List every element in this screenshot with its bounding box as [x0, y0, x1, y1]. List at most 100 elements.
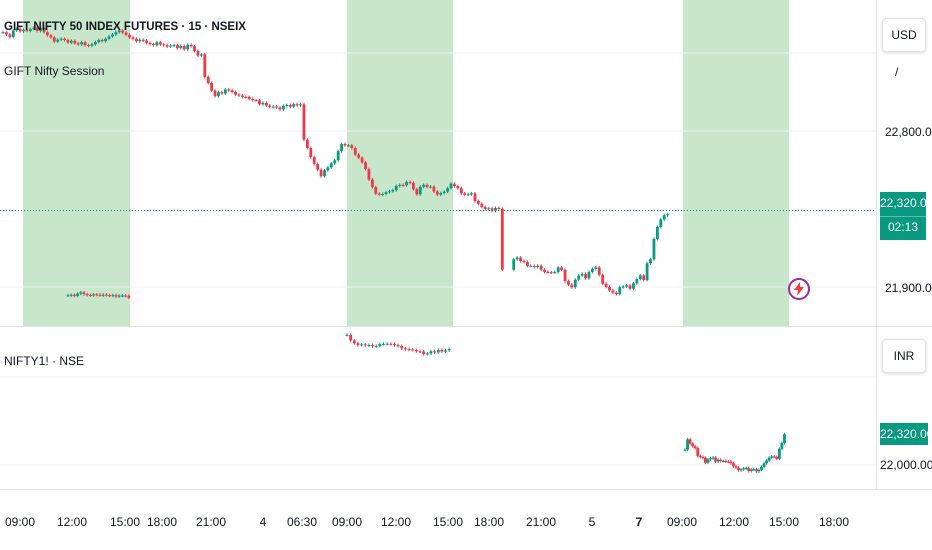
upper-currency-button[interactable]: USD [882, 18, 926, 52]
lower-currency-button[interactable]: INR [882, 339, 926, 373]
upper-candle [203, 54, 207, 77]
lower-pane-symbol-title[interactable]: NIFTY1! · NSE [4, 354, 85, 368]
upper-candle [429, 186, 432, 188]
upper-candle [659, 219, 663, 228]
time-axis-label: 12:00 [381, 515, 411, 529]
upper-candle [494, 207, 497, 211]
upper-candle [15, 28, 19, 31]
lower-candle [742, 468, 746, 470]
upper-candle [377, 193, 381, 195]
upper-candle [90, 44, 94, 46]
upper-candle [666, 214, 670, 216]
upper-candle [340, 143, 343, 152]
upper-candle [408, 181, 412, 183]
time-axis-label: 09:00 [667, 515, 697, 529]
lower-candle [696, 448, 700, 456]
upper-candle [288, 105, 292, 107]
upper-candle [601, 274, 605, 284]
upper-candle [73, 40, 77, 44]
alert-flash-icon[interactable] [788, 278, 810, 300]
upper-candle [394, 185, 398, 191]
upper-candle [196, 50, 200, 56]
upper-candle [608, 286, 611, 291]
upper-candle [28, 29, 32, 31]
lower-candle [698, 455, 702, 457]
upper-candle [466, 194, 470, 196]
upper-candle [384, 192, 388, 194]
upper-candle [563, 269, 567, 282]
lower-candle [757, 469, 761, 472]
upper-candle [480, 203, 484, 207]
lower-candle [360, 344, 363, 346]
lower-candle [755, 469, 758, 472]
lower-candle [396, 345, 400, 347]
upper-price-tick: 22,800.0 [885, 125, 932, 139]
upper-candle [87, 45, 90, 47]
upper-candle [625, 285, 628, 287]
lower-candle [772, 456, 776, 458]
lower-candle [111, 295, 115, 297]
upper-last-price: 22,320.0 [880, 196, 927, 210]
upper-candle [364, 162, 367, 170]
upper-pane-symbol-title[interactable]: GIFT NIFTY 50 INDEX FUTURES · 15 · NSEIX [4, 21, 246, 33]
lower-candle [693, 446, 697, 449]
upper-candle [121, 30, 125, 33]
lower-candle [382, 343, 385, 345]
lower-candle [724, 460, 728, 462]
upper-candle [114, 32, 118, 35]
upper-candle [526, 262, 529, 266]
upper-candle [83, 42, 87, 46]
upper-candle [487, 208, 491, 210]
time-axis-label: 06:30 [287, 515, 317, 529]
upper-candle [18, 28, 22, 32]
upper-candle [309, 147, 313, 158]
upper-candle [442, 191, 446, 194]
lower-candle [775, 456, 779, 459]
upper-candle [261, 102, 265, 105]
upper-candle [532, 265, 536, 268]
upper-candle [213, 90, 217, 97]
upper-candle [539, 265, 543, 270]
upper-candle [117, 30, 121, 33]
upper-candle [577, 275, 581, 280]
upper-candle [63, 38, 66, 41]
lower-candle [363, 344, 367, 346]
upper-candle [459, 188, 463, 194]
upper-candle [628, 285, 632, 289]
time-axis-label: 09:00 [5, 515, 35, 529]
upper-candle [100, 40, 104, 42]
upper-candle [570, 284, 574, 288]
upper-candle [476, 201, 480, 204]
lower-candle [124, 295, 127, 297]
session-indicator-label[interactable]: GIFT Nifty Session [4, 64, 105, 78]
lower-candle [404, 348, 407, 350]
upper-candle [206, 76, 210, 83]
upper-candle [614, 292, 618, 295]
upper-candle [453, 183, 456, 187]
lower-candle [765, 460, 768, 464]
lower-candle [92, 294, 95, 296]
lower-candle [356, 343, 360, 346]
lower-candle [737, 467, 740, 471]
upper-candle [439, 193, 443, 195]
lower-candle [719, 459, 723, 461]
upper-candle [655, 227, 659, 239]
upper-candle [193, 46, 196, 51]
upper-candle [388, 191, 391, 193]
upper-candle [179, 45, 183, 49]
lower-candle [683, 449, 687, 451]
upper-candle [152, 44, 155, 46]
lower-candle [66, 295, 70, 297]
lower-candle [393, 344, 396, 346]
upper-candle [425, 184, 429, 187]
upper-candle [220, 92, 224, 94]
upper-candle [70, 40, 73, 43]
lower-candle [349, 334, 353, 341]
lower-candle [89, 295, 92, 297]
lower-candle [709, 458, 712, 460]
upper-candle [618, 287, 622, 295]
upper-candle [182, 45, 186, 50]
upper-candle [391, 190, 395, 192]
